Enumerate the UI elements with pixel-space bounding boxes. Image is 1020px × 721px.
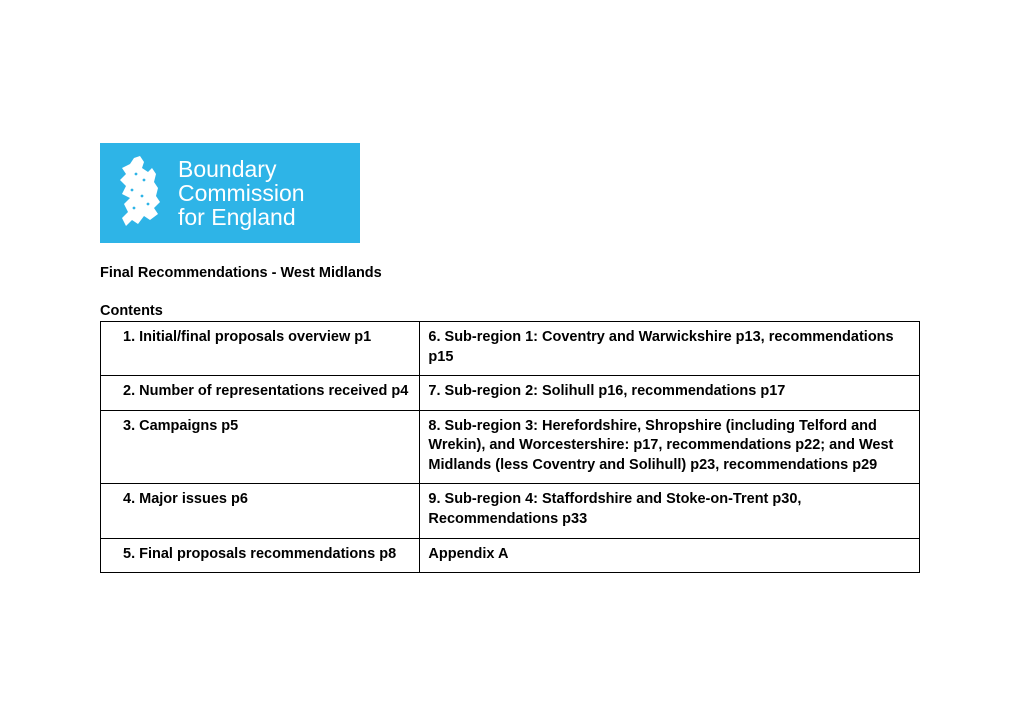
logo-line-3: for England xyxy=(178,205,305,229)
england-map-icon xyxy=(114,154,164,232)
cell-text: 4. Major issues p6 xyxy=(109,490,248,510)
page-title: Final Recommendations - West Midlands xyxy=(100,265,920,281)
table-row: 2. Number of representations received p4… xyxy=(101,376,920,411)
table-row: 3. Campaigns p5 8. Sub-region 3: Hereford… xyxy=(101,410,920,484)
cell-text: 1. Initial/final proposals overview p1 xyxy=(109,328,371,348)
table-cell-right: 6. Sub-region 1: Coventry and Warwickshi… xyxy=(420,322,920,376)
table-cell-left: 4. Major issues p6 xyxy=(101,484,420,538)
cell-text: 5. Final proposals recommendations p8 xyxy=(109,545,396,565)
table-cell-right: 9. Sub-region 4: Staffordshire and Stoke… xyxy=(420,484,920,538)
contents-table: 1. Initial/final proposals overview p1 6.… xyxy=(100,321,920,573)
cell-text: 2. Number of representations received p4 xyxy=(109,382,408,402)
table-cell-left: 1. Initial/final proposals overview p1 xyxy=(101,322,420,376)
table-cell-left: 2. Number of representations received p4 xyxy=(101,376,420,411)
table-cell-left: 3. Campaigns p5 xyxy=(101,410,420,484)
table-cell-right: 8. Sub-region 3: Herefordshire, Shropshi… xyxy=(420,410,920,484)
page: Boundary Commission for England Final Re… xyxy=(0,0,1020,573)
table-cell-left: 5. Final proposals recommendations p8 xyxy=(101,538,420,573)
table-cell-right: 7. Sub-region 2: Solihull p16, recommend… xyxy=(420,376,920,411)
contents-label: Contents xyxy=(100,303,920,319)
logo: Boundary Commission for England xyxy=(100,143,360,243)
table-row: 5. Final proposals recommendations p8 App… xyxy=(101,538,920,573)
logo-line-2: Commission xyxy=(178,181,305,205)
table-row: 4. Major issues p6 9. Sub-region 4: Staff… xyxy=(101,484,920,538)
cell-text: 3. Campaigns p5 xyxy=(109,417,238,437)
logo-text: Boundary Commission for England xyxy=(178,157,305,229)
table-cell-right: Appendix A xyxy=(420,538,920,573)
contents-tbody: 1. Initial/final proposals overview p1 6.… xyxy=(101,322,920,573)
logo-line-1: Boundary xyxy=(178,157,305,181)
table-row: 1. Initial/final proposals overview p1 6.… xyxy=(101,322,920,376)
